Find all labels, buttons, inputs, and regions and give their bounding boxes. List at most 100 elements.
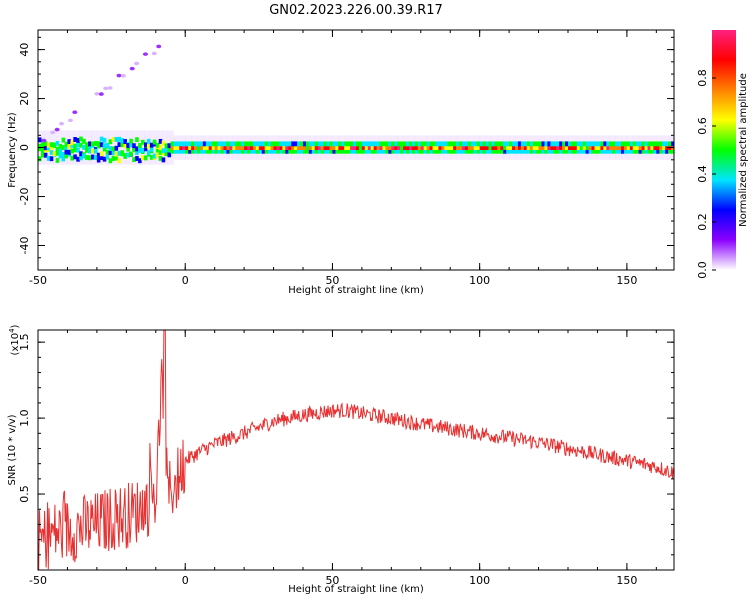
heat-cell xyxy=(494,141,498,147)
heat-cell xyxy=(208,148,213,154)
heat-cell xyxy=(123,139,127,144)
heat-cell xyxy=(182,141,186,147)
heat-cell xyxy=(344,145,348,150)
heat-cell xyxy=(332,145,336,150)
colorbar-tick-label: 0.0 xyxy=(696,261,709,279)
heat-cell xyxy=(76,137,80,143)
snr-panel: -50 0 50 100 150 1.5 1.0 0.5 Height of straight… xyxy=(7,324,675,595)
heat-cell xyxy=(85,142,89,148)
heat-cell xyxy=(93,148,98,154)
heat-cell xyxy=(52,151,57,157)
heat-cell xyxy=(623,145,628,150)
heat-cell xyxy=(155,152,160,158)
heat-cell xyxy=(653,148,657,154)
heat-cell xyxy=(211,148,216,154)
heat-cell xyxy=(40,142,45,148)
heat-cell xyxy=(326,145,331,150)
heat-cell xyxy=(308,148,313,154)
heat-harmonic xyxy=(67,118,73,123)
heat-cell xyxy=(600,145,604,150)
heat-cell xyxy=(435,145,440,150)
heat-cell xyxy=(529,141,534,147)
heat-cell xyxy=(202,145,207,150)
heat-cell xyxy=(597,141,601,147)
heat-cell xyxy=(414,141,419,147)
heat-cell xyxy=(320,148,325,154)
heat-cell xyxy=(294,141,298,147)
heat-cell xyxy=(73,147,77,153)
heat-cell xyxy=(132,143,136,149)
heat-cell xyxy=(565,141,569,147)
heat-cell xyxy=(58,147,63,153)
heat-cell xyxy=(205,145,210,150)
heat-cell xyxy=(55,150,60,156)
heat-cell xyxy=(314,145,319,150)
y-tick-label: 20 xyxy=(18,92,31,106)
heat-cell xyxy=(671,148,674,154)
heat-cell xyxy=(626,148,631,154)
heat-cell xyxy=(662,145,666,150)
heat-cell xyxy=(314,148,319,154)
heat-cell xyxy=(409,141,413,147)
heat-cell xyxy=(111,150,116,156)
heat-cell xyxy=(464,148,469,154)
heat-cell xyxy=(406,145,410,150)
heat-cell xyxy=(464,145,469,150)
heat-cell xyxy=(250,141,254,147)
heat-cell xyxy=(482,145,487,150)
heat-cell xyxy=(323,141,328,147)
heat-cell xyxy=(114,145,119,151)
heat-cell xyxy=(500,148,504,154)
heat-cell xyxy=(426,145,431,150)
heat-cell xyxy=(559,141,563,147)
heat-cell xyxy=(491,145,495,150)
heat-cell xyxy=(117,142,122,148)
heat-cell xyxy=(303,145,307,150)
heat-cell xyxy=(559,145,563,150)
heat-cell xyxy=(406,148,410,154)
heat-cell xyxy=(79,151,83,157)
heat-cell xyxy=(538,145,543,150)
heat-cell xyxy=(529,148,534,154)
heat-cell xyxy=(264,148,269,154)
heat-cell xyxy=(238,145,242,150)
heat-cell xyxy=(214,145,219,150)
heat-cell xyxy=(117,150,122,156)
heat-cell xyxy=(67,139,71,145)
heat-cell xyxy=(229,148,233,154)
heat-cell xyxy=(138,158,142,164)
heat-cell xyxy=(361,148,366,154)
heat-cell xyxy=(432,141,437,147)
heat-cell xyxy=(376,145,381,150)
heat-cell xyxy=(491,141,495,147)
heat-cell xyxy=(105,149,110,155)
heat-cell xyxy=(73,143,77,149)
heat-cell xyxy=(618,141,622,147)
heat-cell xyxy=(456,145,460,150)
heat-cell xyxy=(38,137,42,143)
heat-cell xyxy=(88,146,92,151)
heat-cell xyxy=(282,145,286,150)
heat-cell xyxy=(420,148,425,154)
heat-cell xyxy=(255,145,260,150)
heat-cell xyxy=(144,142,148,148)
heat-cell xyxy=(588,145,593,150)
heat-cell xyxy=(497,148,501,154)
heat-cell xyxy=(208,141,213,147)
heat-harmonic xyxy=(116,73,122,78)
heat-cell xyxy=(588,141,593,147)
heat-cell xyxy=(662,141,666,147)
heat-cell xyxy=(388,145,392,150)
heat-cell xyxy=(644,145,649,150)
heat-cell xyxy=(526,148,531,154)
x-tick-label: 50 xyxy=(325,574,339,587)
heat-cell xyxy=(462,148,466,154)
heat-cell xyxy=(279,148,283,154)
snr-frame xyxy=(37,329,675,571)
heat-cell xyxy=(229,145,233,150)
heat-cell xyxy=(426,141,431,147)
heat-cell xyxy=(503,148,507,154)
heat-cell xyxy=(135,146,139,152)
heat-cell xyxy=(267,148,272,154)
heat-cell xyxy=(358,145,363,150)
